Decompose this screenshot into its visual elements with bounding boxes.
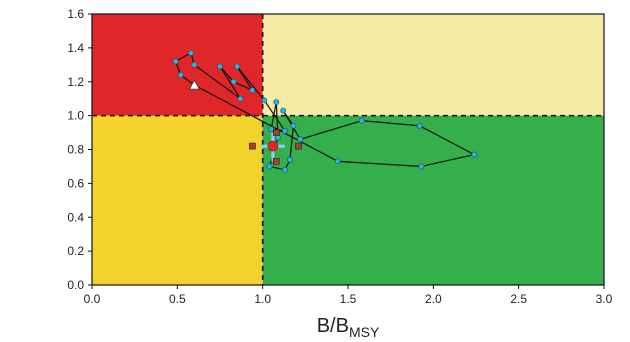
trajectory-point bbox=[358, 117, 365, 124]
y-tick-label: 0.8 bbox=[67, 143, 84, 157]
y-tick-label: 0.6 bbox=[67, 176, 84, 190]
trajectory-series bbox=[172, 50, 478, 173]
x-axis-label: B/BMSY bbox=[317, 315, 380, 340]
uncertainty-square-marker bbox=[295, 142, 302, 150]
trajectory-point bbox=[188, 50, 194, 56]
y-tick-label: 0.4 bbox=[67, 210, 84, 224]
trajectory-point bbox=[418, 163, 425, 170]
trajectory-point bbox=[172, 58, 179, 65]
y-tick-label: 1.6 bbox=[67, 7, 84, 21]
quadrant-layer bbox=[92, 14, 604, 285]
trajectory-point bbox=[281, 127, 288, 134]
trajectory-point bbox=[416, 122, 423, 129]
trajectory-point bbox=[230, 78, 237, 85]
quadrant-healthy bbox=[262, 115, 604, 285]
trajectory-point bbox=[471, 151, 478, 158]
trajectory-point bbox=[237, 95, 244, 102]
quadrant-recovering bbox=[262, 14, 604, 116]
x-tick-label: 0.5 bbox=[169, 292, 186, 306]
y-tick-label: 1.0 bbox=[67, 109, 84, 123]
y-tick-label: 1.2 bbox=[67, 75, 84, 89]
uncertainty-square-marker bbox=[273, 158, 280, 165]
trajectory-point bbox=[177, 72, 184, 78]
current-status-marker bbox=[267, 140, 279, 152]
x-tick-label: 1.5 bbox=[340, 292, 357, 306]
trajectory-point bbox=[268, 126, 275, 133]
trajectory-point bbox=[191, 61, 198, 68]
x-tick-label: 1.0 bbox=[254, 292, 271, 306]
trajectory-point bbox=[290, 122, 297, 129]
start-point-marker bbox=[188, 79, 201, 90]
quadrant-overfished bbox=[92, 115, 263, 285]
reference-lines bbox=[92, 14, 604, 285]
trajectory-point bbox=[281, 166, 288, 173]
x-tick-label: 2.0 bbox=[425, 292, 442, 306]
uncertainty-square-marker bbox=[249, 142, 256, 150]
x-tick-label: 2.5 bbox=[510, 292, 527, 306]
trajectory-point bbox=[217, 63, 223, 70]
y-tick-label: 0.0 bbox=[67, 278, 84, 292]
trajectory-point bbox=[287, 156, 293, 163]
y-tick-label: 1.4 bbox=[67, 41, 84, 55]
axes: 0.0 0.5 1.0 1.5 2.0 2.5 3.0 0.0 0.2 0.4 0.6 0.8 1.0 1… bbox=[67, 7, 612, 306]
trajectory-point bbox=[266, 163, 273, 170]
trajectory-point bbox=[273, 99, 280, 105]
trajectory-point bbox=[234, 63, 240, 70]
current-status-layer bbox=[249, 129, 302, 165]
trajectory-point bbox=[261, 97, 268, 104]
x-tick-label: 3.0 bbox=[596, 292, 613, 306]
trajectory-point bbox=[280, 107, 287, 114]
x-tick-label: 0.0 bbox=[84, 292, 101, 306]
trajectory-point bbox=[249, 87, 256, 94]
y-tick-label: 0.2 bbox=[67, 244, 84, 258]
uncertainty-square-marker bbox=[273, 129, 280, 136]
trajectory-point bbox=[334, 158, 341, 165]
trajectory-point bbox=[297, 136, 304, 143]
